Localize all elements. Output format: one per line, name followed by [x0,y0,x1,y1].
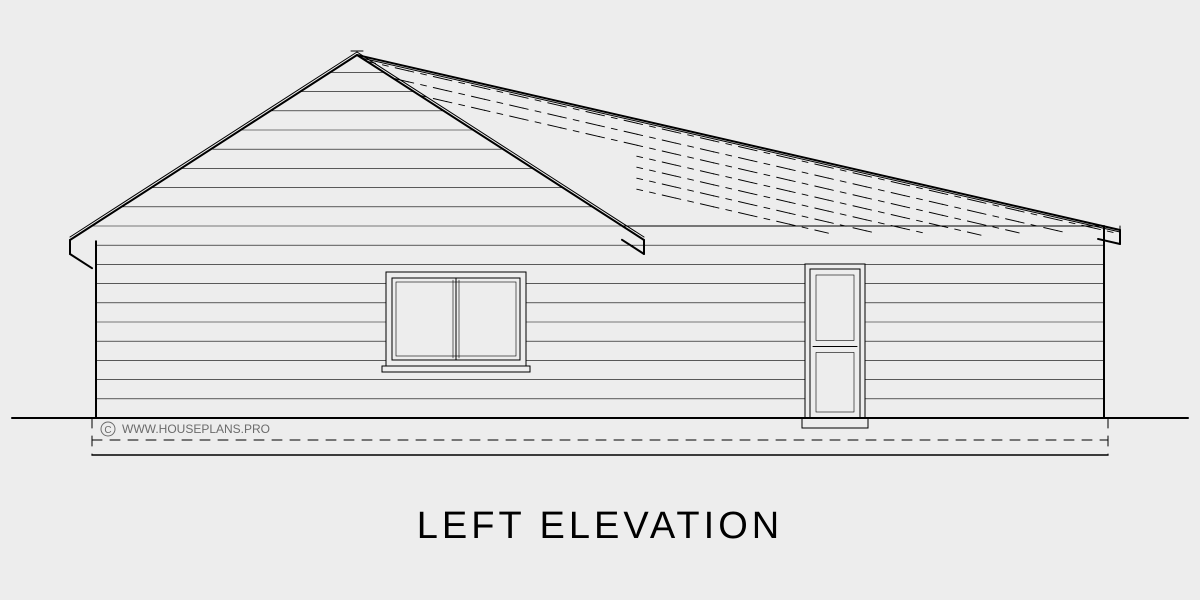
copyright-text: WWW.HOUSEPLANS.PRO [122,422,270,436]
elevation-drawing: LEFT ELEVATION C WWW.HOUSEPLANS.PRO [0,0,1200,600]
title-text: LEFT ELEVATION [417,505,783,547]
svg-text:C: C [104,425,111,436]
